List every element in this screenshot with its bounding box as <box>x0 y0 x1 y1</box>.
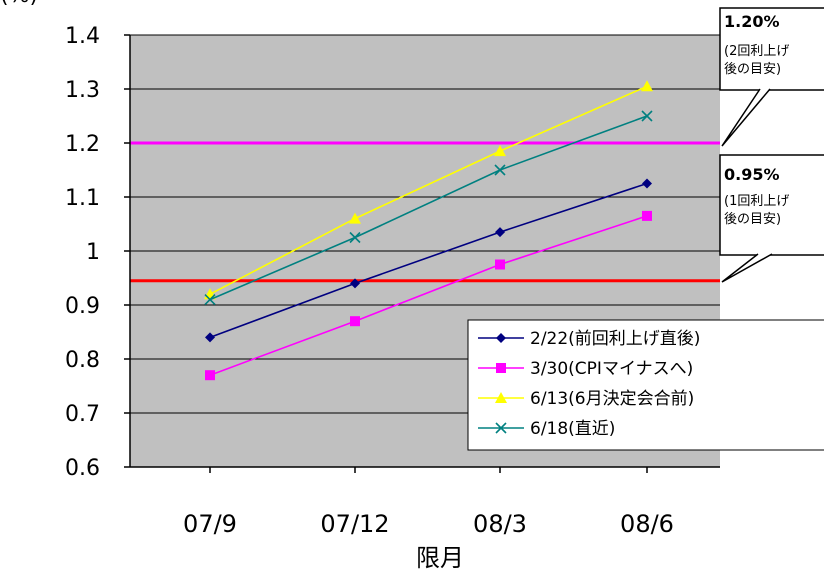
data-series <box>204 80 653 381</box>
reference-lines <box>130 141 720 283</box>
y-tick-label: 1 <box>86 240 100 265</box>
data-point-stroke <box>349 231 361 244</box>
y-tick-label: 0.9 <box>65 294 100 319</box>
data-point-stroke <box>495 422 507 434</box>
data-point <box>350 316 360 327</box>
legend-item: 6/18(直近) <box>478 419 615 439</box>
y-tick-label: 1.4 <box>65 24 100 49</box>
x-tick-label: 08/6 <box>620 510 674 538</box>
x-tick-labels: 07/9 07/12 08/3 08/6 <box>183 467 674 538</box>
data-point <box>495 227 505 238</box>
data-point <box>205 370 215 381</box>
annotation-upper-pointer <box>721 88 771 147</box>
series-line <box>209 182 648 339</box>
y-tick-labels: 0.6 0.7 0.8 0.9 1 1.1 1.2 1.3 1.4 <box>65 24 100 481</box>
legend-label: 3/30(CPIマイナスへ) <box>530 359 693 379</box>
annotation-lower-value: 0.95% <box>724 165 780 184</box>
legend-box <box>467 319 824 451</box>
legend-item: 2/22(前回利上げ直後) <box>478 329 700 349</box>
annotation-note-line: (1回利上げ <box>724 194 789 209</box>
annotation-upper: 1.20% (2回利上げ後の目安) <box>719 7 824 147</box>
y-axis-label: (%) <box>0 0 38 8</box>
y-tick-label: 1.1 <box>65 186 100 211</box>
data-point <box>495 392 507 403</box>
series-line <box>209 215 648 376</box>
data-point <box>494 164 506 176</box>
x-tick-label: 08/3 <box>473 510 527 538</box>
annotation-note-line: (2回利上げ <box>724 44 789 59</box>
annotation-note-line: 後の目安) <box>724 62 781 77</box>
data-point-stroke <box>641 110 653 122</box>
legend-label: 6/18(直近) <box>530 419 615 439</box>
data-point <box>349 231 361 244</box>
y-tick-label: 1.2 <box>65 132 100 157</box>
legend: 2/22(前回利上げ直後) 3/30(CPIマイナスへ) 6/13(6月決定会合前)… <box>467 319 824 451</box>
series-line <box>209 85 648 295</box>
data-point <box>350 278 360 289</box>
data-point-stroke <box>204 294 216 306</box>
series-4 <box>204 110 653 306</box>
y-tick-label: 0.7 <box>65 402 100 427</box>
annotation-lower: 0.95% (1回利上げ後の目安) <box>719 154 824 283</box>
annotation-lower-pointer <box>721 253 773 283</box>
series-line <box>209 115 648 301</box>
data-point <box>642 210 652 221</box>
data-point <box>496 333 506 343</box>
data-point <box>642 178 652 189</box>
legend-label: 2/22(前回利上げ直後) <box>530 329 700 349</box>
annotation-upper-note: (2回利上げ後の目安) <box>724 44 789 77</box>
data-point-stroke <box>494 164 506 176</box>
data-point <box>641 80 653 92</box>
data-point <box>349 212 361 224</box>
legend-item: 6/13(6月決定会合前) <box>478 389 694 409</box>
series-2 <box>205 210 652 381</box>
data-point <box>641 110 653 122</box>
data-point <box>495 259 505 270</box>
legend-item: 3/30(CPIマイナスへ) <box>478 359 693 379</box>
annotation-lower-note: (1回利上げ後の目安) <box>724 194 789 227</box>
legend-label: 6/13(6月決定会合前) <box>530 389 694 409</box>
x-axis-label: 限月 <box>416 544 464 572</box>
data-point <box>205 332 215 343</box>
series-1 <box>205 178 652 343</box>
annotation-note-line: 後の目安) <box>724 212 781 227</box>
annotation-lower-box <box>719 154 824 256</box>
annotation-upper-value: 1.20% <box>724 12 780 31</box>
x-tick-label: 07/12 <box>320 510 389 538</box>
data-point <box>496 363 506 373</box>
data-point <box>494 145 506 157</box>
data-point <box>495 422 507 434</box>
y-tick-label: 0.6 <box>65 456 100 481</box>
y-tick-label: 1.3 <box>65 78 100 103</box>
annotation-upper-box <box>719 7 824 91</box>
y-tick-label: 0.8 <box>65 348 100 373</box>
data-point <box>204 294 216 306</box>
x-tick-label: 07/9 <box>183 510 237 538</box>
